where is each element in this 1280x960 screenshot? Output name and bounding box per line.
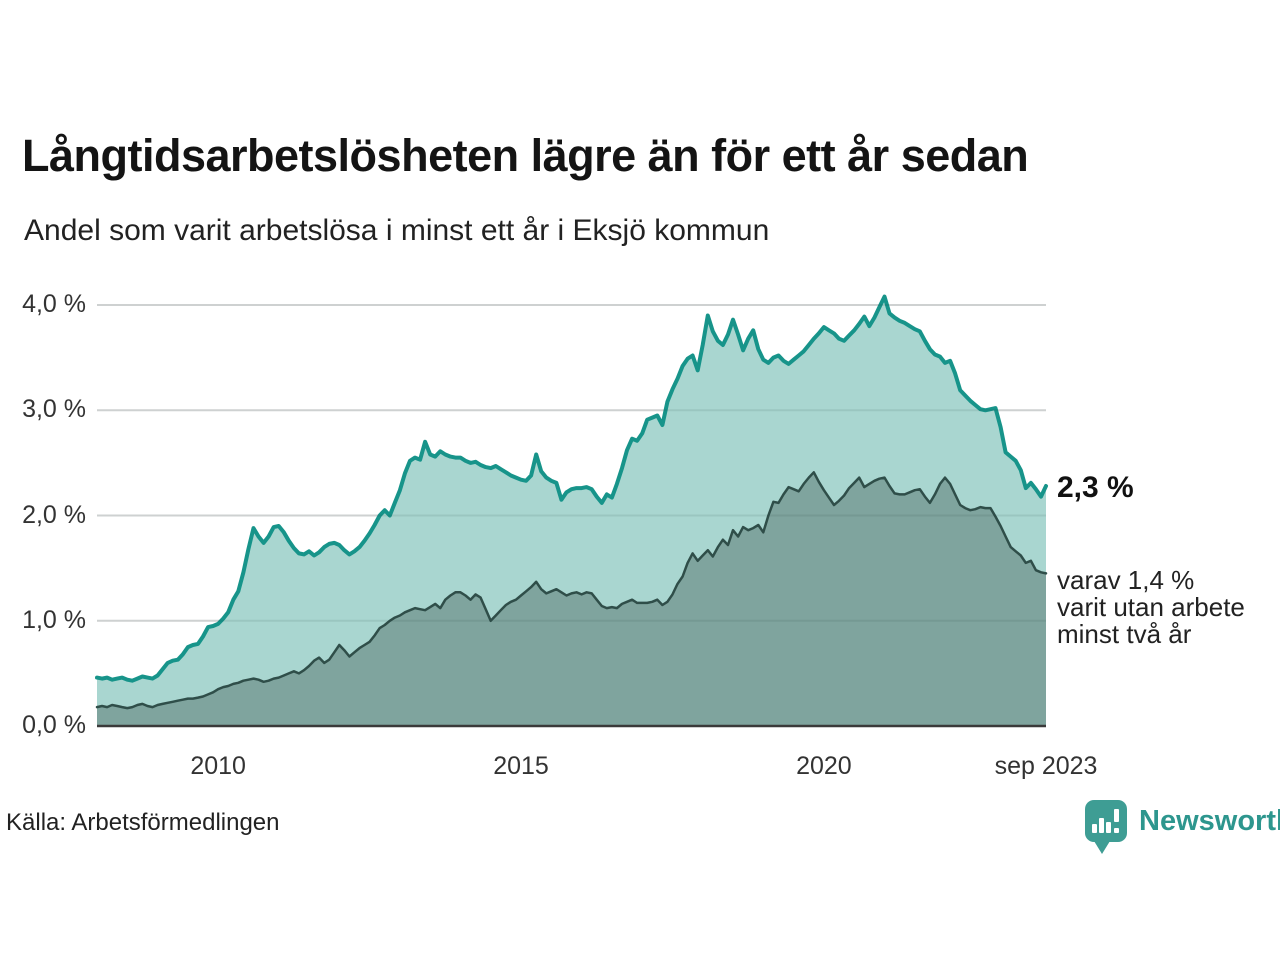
bar-chart-speech-bubble-icon xyxy=(1085,800,1127,854)
x-axis-tick-label: 2020 xyxy=(796,752,852,780)
source-attribution: Källa: Arbetsförmedlingen xyxy=(6,809,280,836)
x-axis-tick-label: 2015 xyxy=(493,752,549,780)
page-title: Långtidsarbetslösheten lägre än för ett … xyxy=(22,130,1029,181)
y-axis-tick-label: 0,0 % xyxy=(22,711,86,739)
x-axis-tick-label: 2010 xyxy=(190,752,246,780)
line-series-two-years xyxy=(95,471,1048,710)
secondary-series-note: varav 1,4 % varit utan arbete minst två … xyxy=(1057,565,1245,649)
area-series-two-years xyxy=(97,472,1046,726)
x-axis-tick-label: sep 2023 xyxy=(994,752,1098,780)
line-series-total xyxy=(95,294,1048,683)
latest-value-label: 2,3 % xyxy=(1057,471,1134,504)
logo-exclamation-dot-icon xyxy=(1114,828,1119,833)
logo-bar-icon xyxy=(1099,818,1104,833)
y-axis-tick-label: 2,0 % xyxy=(22,500,86,529)
y-axis-tick-label: 4,0 % xyxy=(22,290,86,318)
logo-bar-icon xyxy=(1106,822,1111,833)
y-axis-tick-label: 1,0 % xyxy=(22,605,86,634)
brand-name: Newsworthy xyxy=(1139,805,1280,837)
logo-exclamation-icon xyxy=(1114,809,1119,822)
logo-bar-icon xyxy=(1092,824,1097,833)
chart-subtitle: Andel som varit arbetslösa i minst ett å… xyxy=(24,214,770,247)
newsworthy-logo: Newsworthy xyxy=(1085,800,1280,854)
y-axis-tick-label: 3,0 % xyxy=(22,395,86,424)
